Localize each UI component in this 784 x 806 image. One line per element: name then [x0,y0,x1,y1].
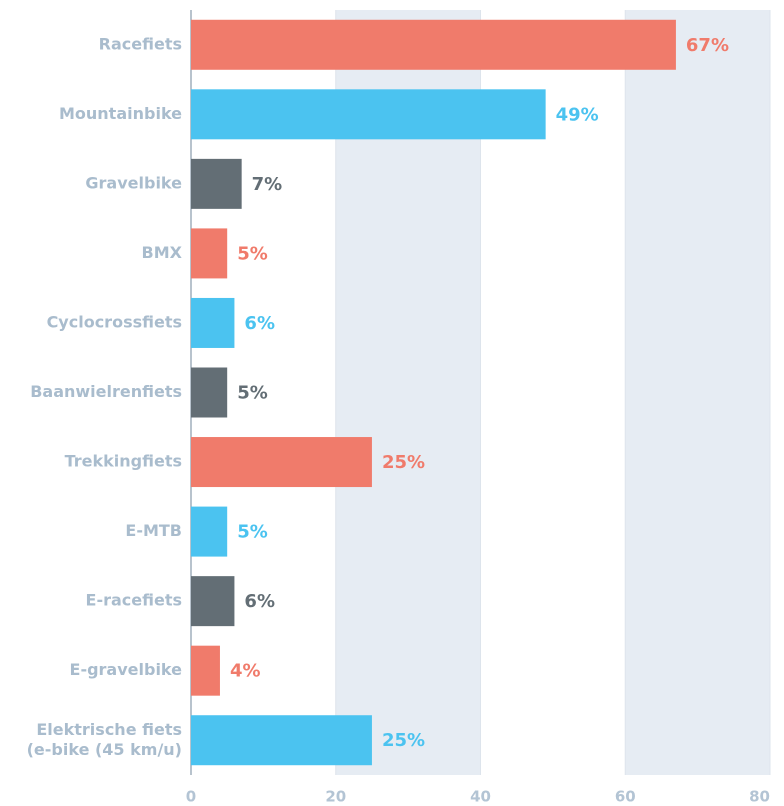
bar [191,19,676,70]
bar [191,297,235,348]
value-label: 25% [382,730,425,751]
bar [191,89,546,140]
bar [191,576,235,627]
value-label: 5% [237,522,268,543]
y-tick-label: E-MTB [125,521,182,540]
x-tick-label: 60 [615,788,636,806]
bar [191,715,372,766]
y-tick-label: Trekkingfiets [65,452,182,471]
value-label: 5% [237,243,268,264]
bar [191,367,228,418]
x-tick-label: 20 [325,788,346,806]
value-label: 6% [244,591,275,612]
x-tick-label: 40 [470,788,491,806]
y-tick-label: Mountainbike [59,104,182,123]
value-label: 6% [244,313,275,334]
y-tick-label: Racefiets [99,34,182,53]
x-tick-label: 80 [749,788,770,806]
y-tick-label: Gravelbike [85,173,182,192]
y-tick-label: E-racefiets [86,591,182,610]
bar [191,158,242,209]
value-label: 49% [556,104,599,125]
y-tick-label: Elektrische fiets (e-bike (45 km/u) [27,720,182,759]
y-tick-label: Cyclocrossfiets [47,312,182,331]
value-label: 67% [686,35,729,56]
label-line: (e-bike (45 km/u) [27,740,182,759]
y-tick-label: BMX [142,243,183,262]
x-tick-label: 0 [186,788,196,806]
value-label: 5% [237,383,268,404]
y-tick-label: E-gravelbike [70,660,183,679]
value-label: 25% [382,452,425,473]
grid-band [625,10,770,775]
bar [191,437,372,488]
y-tick-label: Baanwielrenfiets [30,382,182,401]
value-label: 4% [230,661,261,682]
label-line: Elektrische fiets [36,720,182,739]
bar [191,228,228,279]
bar [191,506,228,557]
bar [191,645,220,696]
value-label: 7% [252,174,283,195]
